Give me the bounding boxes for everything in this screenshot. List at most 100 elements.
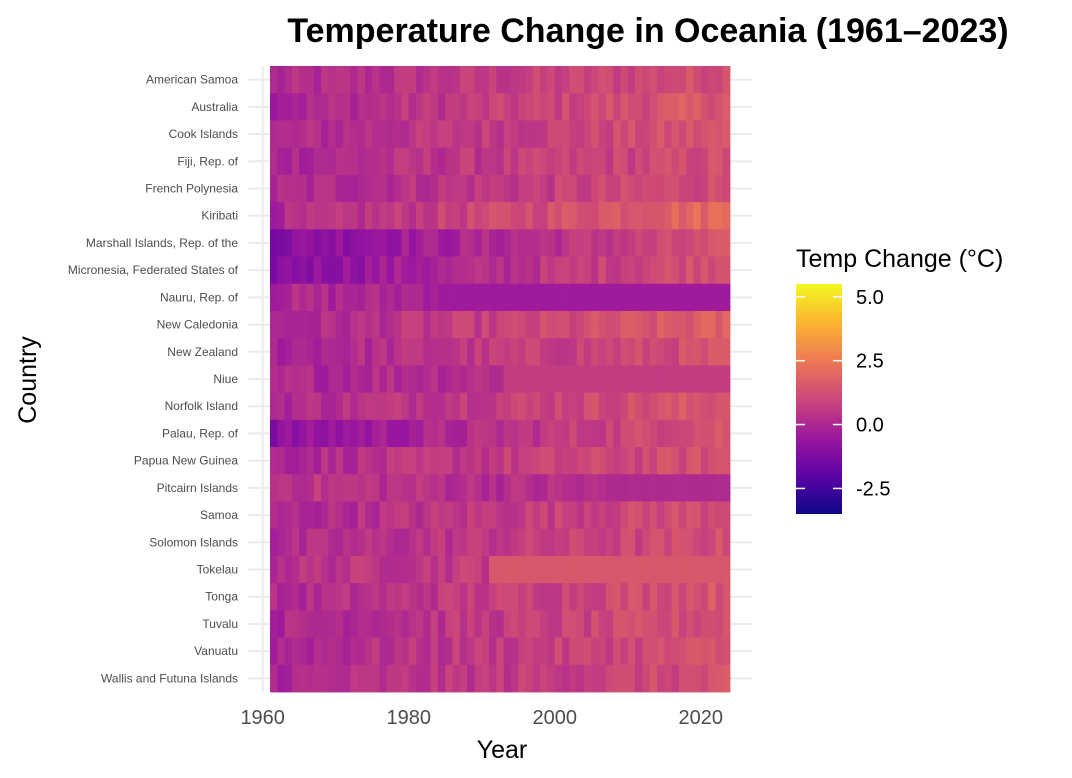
heatmap-cell: [649, 174, 658, 203]
heatmap-cell: [525, 447, 534, 475]
heatmap-cell: [459, 338, 468, 366]
y-tick-label: New Zealand: [167, 345, 238, 359]
heatmap-cell: [678, 93, 687, 121]
heatmap-cell: [423, 419, 432, 448]
heatmap-cell: [708, 365, 716, 394]
heatmap-cell: [671, 283, 680, 312]
heatmap-cell: [372, 93, 380, 121]
heatmap-cell: [481, 447, 490, 475]
heatmap-cell: [708, 120, 716, 149]
heatmap-cell: [445, 256, 453, 285]
heatmap-cell: [642, 174, 651, 203]
y-tick-label: Nauru, Rep. of: [160, 290, 239, 304]
heatmap-cell: [569, 229, 578, 257]
heatmap-cell: [722, 66, 731, 94]
heatmap-cell: [656, 501, 665, 530]
heatmap-cell: [343, 501, 351, 530]
heatmap-cell: [481, 93, 490, 121]
heatmap-cell: [321, 147, 329, 176]
heatmap-cell: [423, 392, 432, 421]
heatmap-cell: [642, 66, 651, 94]
heatmap-cell: [562, 66, 570, 94]
heatmap-cell: [313, 474, 322, 502]
heatmap-cell: [576, 66, 585, 94]
heatmap-cell: [474, 664, 483, 693]
heatmap-cell: [598, 174, 607, 203]
heatmap-cell: [430, 147, 439, 176]
heatmap-cell: [518, 528, 526, 557]
heatmap-cell: [664, 66, 672, 94]
heatmap-cell: [386, 392, 395, 421]
y-tick-label: Tuvalu: [202, 617, 238, 631]
heatmap-cell: [576, 637, 585, 666]
heatmap-cell: [408, 66, 417, 94]
y-tick-label: Marshall Islands, Rep. of the: [86, 236, 238, 250]
heatmap-cell: [656, 310, 665, 339]
heatmap-cell: [408, 501, 417, 530]
heatmap-cell: [510, 120, 519, 149]
heatmap-cell: [459, 310, 468, 339]
heatmap-cell: [671, 310, 680, 339]
heatmap-cell: [372, 310, 380, 339]
heatmap-cell: [416, 174, 424, 203]
heatmap-cell: [503, 664, 512, 693]
heatmap-cell: [284, 120, 293, 149]
heatmap-cell: [291, 283, 300, 312]
heatmap-cell: [408, 310, 417, 339]
heatmap-cell: [583, 120, 592, 149]
heatmap-cell: [664, 202, 672, 230]
heatmap-cell: [620, 419, 629, 448]
heatmap-cell: [335, 528, 344, 557]
heatmap-cell: [335, 120, 344, 149]
heatmap-cell: [700, 283, 709, 312]
heatmap-cell: [372, 66, 380, 94]
heatmap-cell: [591, 392, 599, 421]
heatmap-cell: [386, 120, 395, 149]
heatmap-cell: [284, 174, 293, 203]
heatmap-cell: [525, 283, 534, 312]
heatmap-cell: [605, 229, 614, 257]
heatmap-cell: [350, 555, 359, 584]
heatmap-cell: [540, 93, 548, 121]
heatmap-cell: [693, 365, 702, 394]
heatmap-cell: [649, 555, 658, 584]
heatmap-cell: [605, 664, 614, 693]
heatmap-cell: [620, 338, 629, 366]
heatmap-cell: [343, 120, 351, 149]
heatmap-cell: [321, 392, 329, 421]
heatmap-cell: [554, 555, 563, 584]
heatmap-cell: [364, 637, 373, 666]
heatmap-cell: [481, 610, 490, 638]
heatmap-cell: [423, 174, 432, 203]
heatmap-cell: [664, 310, 672, 339]
heatmap-cell: [722, 174, 731, 203]
heatmap-cell: [291, 310, 300, 339]
heatmap-cell: [518, 501, 526, 530]
heatmap-cell: [379, 392, 388, 421]
heatmap-cell: [386, 310, 395, 339]
heatmap-cell: [467, 229, 475, 257]
heatmap-cell: [627, 528, 636, 557]
y-tick-label: New Caledonia: [157, 318, 239, 332]
heatmap-cell: [547, 447, 556, 475]
heatmap-cell: [394, 392, 402, 421]
heatmap-cell: [474, 365, 483, 394]
heatmap-cell: [357, 283, 366, 312]
heatmap-cell: [649, 447, 658, 475]
heatmap-cell: [722, 474, 731, 502]
heatmap-cell: [569, 664, 578, 693]
heatmap-cell: [554, 283, 563, 312]
heatmap-cell: [605, 583, 614, 611]
heatmap-cell: [715, 392, 724, 421]
heatmap-cell: [722, 283, 731, 312]
heatmap-cell: [430, 637, 439, 666]
heatmap-cell: [547, 310, 556, 339]
heatmap-cell: [510, 501, 519, 530]
heatmap-cell: [525, 256, 534, 285]
heatmap-cell: [649, 664, 658, 693]
heatmap-cell: [474, 283, 483, 312]
heatmap-cell: [547, 583, 556, 611]
heatmap-cell: [664, 229, 672, 257]
heatmap-cell: [510, 555, 519, 584]
heatmap-cell: [686, 310, 694, 339]
